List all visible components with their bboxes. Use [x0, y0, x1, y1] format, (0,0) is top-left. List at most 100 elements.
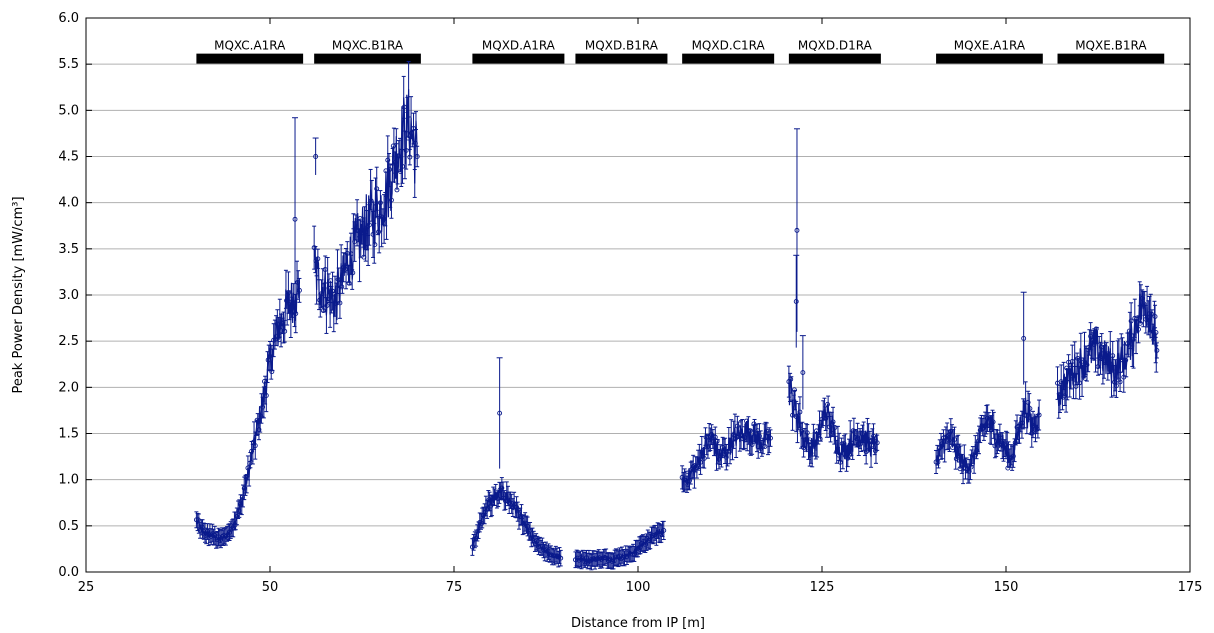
x-tick-label: 125 — [810, 580, 835, 595]
magnet-label: MQXE.B1RA — [1075, 39, 1147, 53]
magnet-bar — [1057, 53, 1165, 64]
spike-point — [1021, 335, 1027, 341]
data-point — [747, 428, 753, 434]
data-point — [1121, 374, 1127, 380]
data-point — [530, 535, 536, 541]
data-point — [795, 413, 801, 419]
magnet-label: MQXD.A1RA — [482, 39, 556, 53]
data-point — [1113, 383, 1119, 389]
data-point — [1084, 362, 1090, 368]
data-point — [1023, 413, 1029, 419]
y-tick-label: 4.0 — [58, 196, 79, 211]
data-point — [944, 433, 950, 439]
data-point — [860, 431, 865, 437]
data-point — [366, 222, 372, 228]
spike-point — [793, 299, 799, 304]
data-point — [239, 494, 245, 500]
data-point — [252, 443, 258, 449]
data-point — [284, 298, 290, 304]
data-point — [755, 428, 761, 434]
data-point — [363, 244, 369, 250]
magnet-bar — [196, 53, 304, 64]
data-point — [258, 414, 264, 420]
data-point — [966, 468, 972, 474]
data-point — [1150, 329, 1156, 335]
data-point — [742, 435, 748, 441]
data-point — [280, 320, 286, 326]
data-point — [701, 455, 707, 461]
data-point — [723, 454, 729, 460]
y-tick-label: 5.0 — [58, 103, 79, 118]
magnet-label: MQXD.B1RA — [585, 39, 659, 53]
data-point — [265, 357, 271, 363]
data-point — [709, 432, 715, 438]
data-point — [1073, 383, 1079, 389]
data-point — [950, 445, 956, 451]
data-point — [832, 425, 838, 430]
spike-point — [794, 227, 800, 233]
data-point — [661, 528, 667, 533]
data-point — [1086, 344, 1092, 350]
data-point — [687, 477, 692, 483]
magnet-label: MQXC.B1RA — [332, 39, 404, 53]
data-point — [696, 459, 702, 465]
data-point — [400, 163, 405, 169]
data-point — [267, 353, 273, 359]
y-tick-label: 0.5 — [58, 519, 79, 534]
data-point — [346, 280, 352, 286]
data-point — [731, 432, 737, 438]
data-point — [826, 424, 832, 430]
data-point — [320, 308, 326, 314]
data-point — [1124, 341, 1130, 347]
spike-point — [313, 154, 319, 159]
data-point — [282, 328, 288, 334]
data-point — [361, 254, 367, 260]
y-tick-label: 1.5 — [58, 427, 79, 442]
data-point — [296, 287, 302, 293]
magnet-bar — [314, 53, 421, 64]
data-point — [1151, 336, 1157, 341]
data-point — [869, 437, 875, 443]
data-point — [861, 431, 867, 437]
data-point — [388, 197, 394, 203]
data-point — [236, 508, 242, 514]
y-tick-label: 3.5 — [58, 242, 79, 257]
data-point — [374, 186, 380, 192]
data-point — [712, 434, 718, 440]
data-point — [1091, 342, 1097, 347]
data-point — [293, 311, 299, 316]
magnet-label: MQXC.A1RA — [214, 39, 286, 53]
data-point — [377, 200, 383, 206]
data-point — [990, 419, 996, 425]
spike-point — [292, 216, 298, 222]
data-point — [797, 409, 803, 415]
data-point — [1101, 342, 1106, 348]
data-point — [499, 485, 505, 491]
data-point — [1141, 301, 1147, 307]
data-point — [858, 441, 864, 447]
data-point — [698, 459, 704, 465]
data-point — [624, 554, 630, 560]
data-point — [1088, 333, 1094, 339]
data-point — [828, 430, 834, 436]
data-point — [195, 517, 201, 523]
data-point — [558, 555, 564, 561]
data-point — [821, 411, 827, 417]
data-point — [793, 414, 799, 419]
data-point — [337, 300, 343, 306]
data-point — [368, 198, 374, 204]
data-point — [611, 558, 617, 564]
data-point — [243, 474, 249, 480]
data-point — [801, 445, 807, 451]
data-point — [937, 445, 943, 451]
data-point — [935, 459, 941, 465]
data-point — [1110, 353, 1116, 359]
x-tick-label: 25 — [78, 580, 95, 595]
data-point — [847, 452, 853, 458]
data-point — [1148, 311, 1154, 317]
y-tick-label: 5.5 — [58, 57, 79, 72]
data-point — [1071, 376, 1077, 382]
data-point — [817, 436, 823, 442]
grid-lines — [86, 63, 1190, 527]
